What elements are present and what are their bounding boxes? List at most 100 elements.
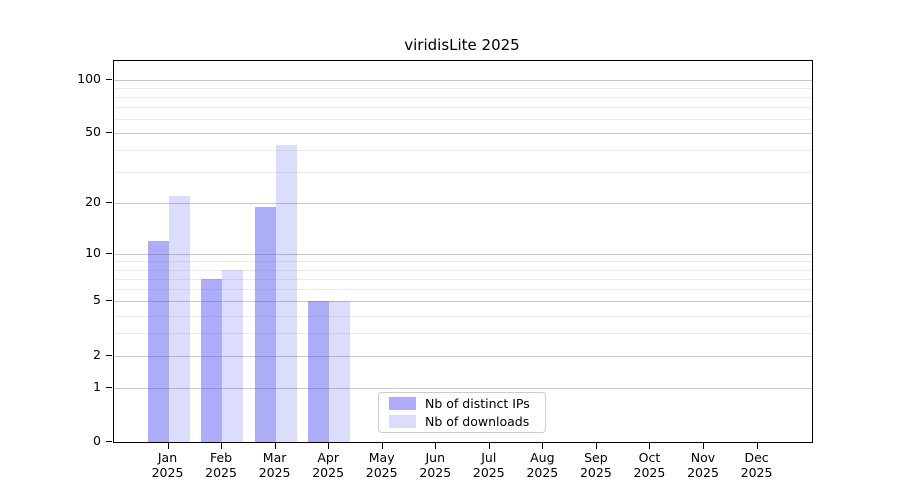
x-tick-mark: [167, 443, 169, 449]
x-tick-mark: [488, 443, 490, 449]
chart-title: viridisLite 2025: [404, 36, 520, 54]
x-tick-year: 2025: [312, 465, 345, 480]
x-tick-year: 2025: [365, 465, 398, 480]
x-tick-mark: [542, 443, 544, 449]
x-tick-label: Jan 2025: [138, 450, 198, 480]
x-tick-year: 2025: [258, 465, 291, 480]
major-gridline: [114, 253, 812, 255]
x-tick-year: 2025: [472, 465, 505, 480]
x-tick-mark: [274, 443, 276, 449]
minor-gridline: [114, 278, 812, 280]
minor-gridline: [114, 150, 812, 152]
y-tick-label: 5: [93, 292, 101, 308]
x-tick-year: 2025: [740, 465, 773, 480]
bar-downloads: [329, 301, 351, 442]
bar-distinct-ips: [254, 206, 276, 442]
minor-gridline: [114, 261, 812, 263]
y-tick-mark: [106, 202, 112, 203]
y-tick-mark: [106, 132, 112, 134]
minor-gridline: [114, 107, 812, 109]
y-tick-label: 100: [77, 70, 101, 86]
major-gridline: [114, 355, 812, 357]
y-tick-label: 10: [85, 244, 101, 260]
x-tick-month: Feb: [209, 450, 233, 465]
legend-label: Nb of downloads: [425, 414, 530, 429]
y-tick-mark: [106, 78, 112, 80]
x-tick-mark: [756, 443, 758, 449]
x-tick-label: Jul 2025: [459, 450, 519, 480]
x-tick-label: Nov 2025: [673, 450, 733, 480]
y-tick-mark: [106, 386, 112, 388]
y-tick-label: 1: [93, 378, 101, 394]
x-tick-label: Jun 2025: [405, 450, 465, 480]
x-tick-month: Mar: [262, 450, 287, 465]
x-tick-mark: [381, 443, 383, 449]
y-tick-label: 0: [93, 433, 101, 448]
minor-gridline: [114, 269, 812, 271]
minor-gridline: [114, 172, 812, 174]
minor-gridline: [114, 119, 812, 121]
bar-downloads: [222, 269, 244, 442]
bar-downloads: [168, 195, 190, 442]
x-tick-label: Dec 2025: [727, 450, 787, 480]
x-tick-month: May: [368, 450, 395, 465]
y-tick-mark: [106, 252, 112, 254]
minor-gridline: [114, 289, 812, 291]
x-tick-year: 2025: [579, 465, 612, 480]
x-tick-mark: [703, 443, 704, 449]
x-tick-year: 2025: [419, 465, 452, 480]
x-tick-month: Oct: [638, 450, 661, 465]
minor-gridline: [114, 87, 812, 89]
x-tick-mark: [595, 443, 597, 449]
x-tick-month: Sep: [584, 450, 608, 465]
x-tick-label: Sep 2025: [566, 450, 626, 480]
x-tick-month: Nov: [690, 450, 716, 465]
major-gridline: [114, 133, 812, 135]
x-tick-month: Apr: [317, 450, 339, 465]
y-tick-mark: [106, 300, 112, 302]
x-tick-month: Jan: [157, 450, 178, 465]
x-tick-year: 2025: [687, 465, 719, 480]
x-tick-month: Aug: [530, 450, 555, 465]
y-tick-mark: [106, 441, 112, 442]
y-tick-label: 20: [85, 194, 101, 209]
minor-gridline: [114, 333, 812, 335]
x-tick-label: Oct 2025: [619, 450, 679, 480]
x-tick-label: Apr 2025: [298, 450, 358, 480]
y-tick-label: 2: [93, 346, 101, 362]
x-tick-mark: [328, 443, 330, 449]
x-tick-year: 2025: [151, 465, 184, 480]
bar-distinct-ips: [201, 278, 223, 442]
chart-legend: Nb of distinct IPs Nb of downloads: [378, 392, 546, 433]
x-tick-label: Mar 2025: [245, 450, 305, 480]
x-tick-month: Jul: [481, 450, 497, 465]
plot-area: [113, 60, 813, 443]
legend-entry: Nb of downloads: [379, 414, 545, 429]
x-tick-year: 2025: [526, 465, 559, 480]
x-tick-label: Aug 2025: [512, 450, 572, 480]
x-tick-mark: [649, 443, 651, 449]
minor-gridline: [114, 315, 812, 317]
y-tick-mark: [106, 354, 112, 356]
x-tick-year: 2025: [205, 465, 237, 480]
legend-label: Nb of distinct IPs: [425, 396, 530, 411]
y-tick-label: 50: [85, 124, 101, 140]
legend-swatch-icon: [389, 397, 416, 410]
major-gridline: [114, 387, 812, 389]
x-tick-mark: [221, 443, 223, 449]
major-gridline: [114, 301, 812, 303]
major-gridline: [114, 79, 812, 81]
x-tick-label: Feb 2025: [191, 450, 251, 480]
legend-entry: Nb of distinct IPs: [379, 396, 545, 411]
bar-distinct-ips: [308, 301, 330, 442]
minor-gridline: [114, 97, 812, 99]
legend-swatch-icon: [389, 415, 416, 428]
bar-downloads: [275, 144, 297, 442]
x-tick-mark: [435, 443, 437, 449]
x-tick-label: May 2025: [352, 450, 412, 480]
bar-distinct-ips: [147, 240, 169, 442]
major-gridline: [114, 203, 812, 204]
x-tick-month: Jun: [425, 450, 446, 465]
x-tick-year: 2025: [633, 465, 666, 480]
